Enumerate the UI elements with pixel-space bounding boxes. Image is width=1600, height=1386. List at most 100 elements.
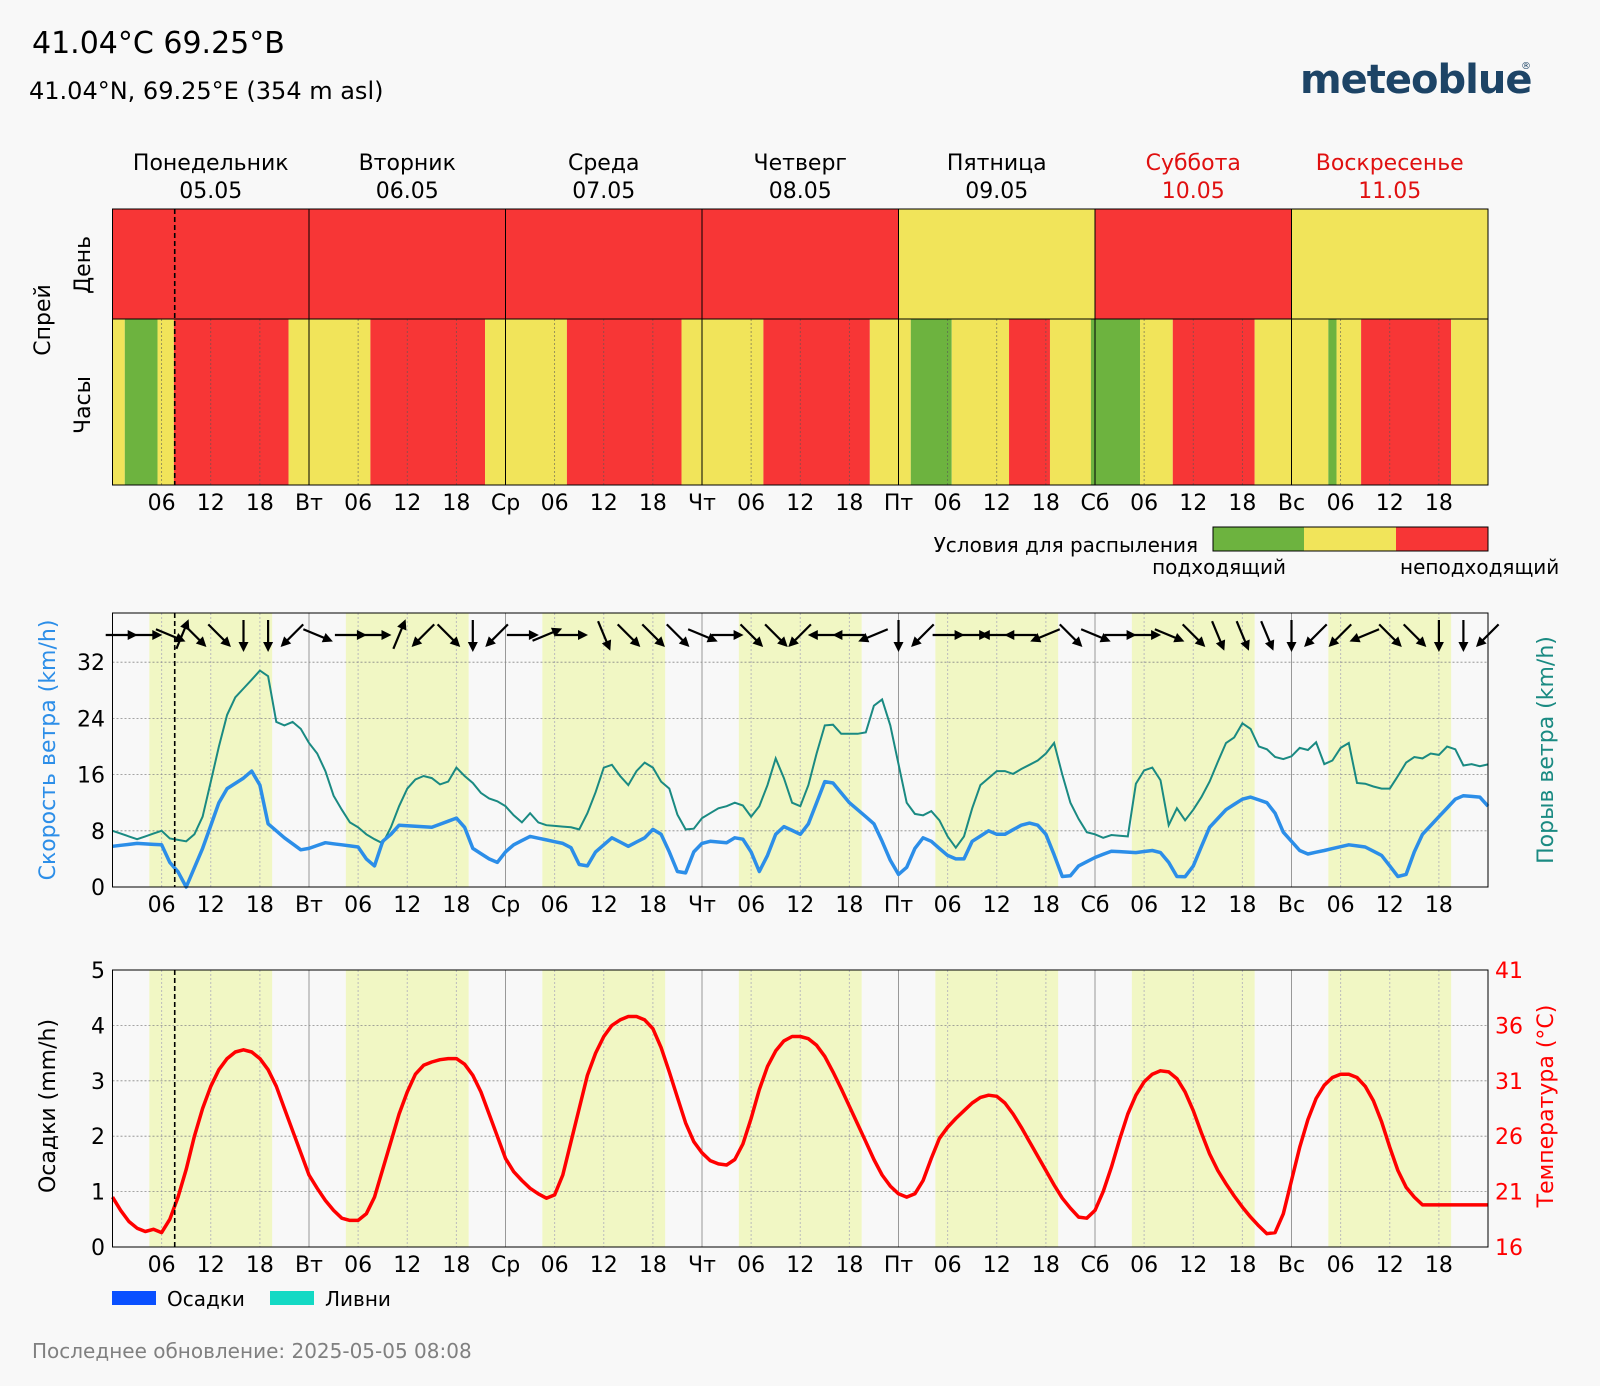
precip-legend-label: Осадки — [167, 1287, 245, 1311]
day-name: Пятница — [947, 151, 1047, 176]
wind-direction-arrow — [302, 628, 333, 643]
arrow-head — [1458, 642, 1469, 652]
daylight-band — [345, 970, 469, 1247]
x-tick-label: 12 — [197, 491, 225, 516]
wind-direction-arrow — [238, 620, 249, 652]
x-tick-label: Сб — [1081, 893, 1110, 918]
x-tick-label: 06 — [541, 893, 569, 918]
x-tick-label: 12 — [1179, 893, 1207, 918]
x-tick-label: Сб — [1081, 491, 1110, 516]
arrow-head — [893, 642, 904, 652]
spray-hour-segment — [1049, 319, 1091, 485]
spray-panel — [112, 208, 1489, 486]
x-tick-label: 18 — [1032, 1253, 1060, 1278]
last-updated: Последнее обновление: 2025-05-05 08:08 — [32, 1339, 472, 1363]
x-tick-label: 18 — [835, 893, 863, 918]
spray-hour-segment — [1090, 319, 1141, 485]
x-tick-label: 06 — [148, 491, 176, 516]
x-tick-label: 12 — [1376, 893, 1404, 918]
x-tick-label: 06 — [1327, 1253, 1355, 1278]
spray-hour-segment — [763, 319, 870, 485]
wind-direction-arrow — [1286, 620, 1297, 652]
x-tick-label: 06 — [541, 491, 569, 516]
y-tick-label: 3 — [91, 1070, 105, 1095]
x-tick-label: 12 — [983, 1253, 1011, 1278]
x-tick-label: 12 — [1376, 1253, 1404, 1278]
daylight-band — [738, 970, 862, 1247]
spray-hour-segment — [1328, 319, 1337, 485]
arrow-head — [1391, 636, 1402, 648]
x-tick-label: 06 — [148, 893, 176, 918]
spray-hour-segment — [1172, 319, 1255, 485]
x-tick-label: 18 — [835, 1253, 863, 1278]
arrow-head — [601, 639, 612, 651]
x-tick-label: 18 — [639, 893, 667, 918]
day-name: Среда — [568, 151, 640, 176]
x-tick-label: Сб — [1081, 1253, 1110, 1278]
x-tick-label: 06 — [1130, 1253, 1158, 1278]
wind-direction-arrow — [556, 630, 588, 640]
arrow-head — [807, 630, 818, 640]
precip-frame — [112, 969, 1489, 1248]
wind-direction-arrow — [858, 628, 889, 643]
wind-direction-arrow — [1433, 620, 1444, 652]
x-tick-label: 12 — [590, 1253, 618, 1278]
arrow-head — [1151, 630, 1162, 640]
x-tick-label: Вс — [1278, 893, 1305, 918]
y-tick-label: 1 — [91, 1181, 105, 1206]
spray-legend-bad — [1396, 527, 1488, 551]
x-tick-label: 06 — [344, 491, 372, 516]
x-tick-label: 18 — [246, 1253, 274, 1278]
y-tick-label: 2 — [91, 1125, 105, 1150]
x-tick-label: 06 — [737, 893, 765, 918]
spray-hour-segment — [1361, 319, 1452, 485]
x-tick-label: Вт — [295, 1253, 323, 1278]
x-tick-label: 18 — [1228, 1253, 1256, 1278]
arrow-head — [832, 630, 843, 640]
arrow-head — [1286, 642, 1297, 652]
day-date: 07.05 — [572, 179, 635, 204]
day-name: Суббота — [1146, 151, 1241, 176]
wind-direction-arrow — [1129, 630, 1162, 640]
spray-hour-segment — [157, 319, 174, 485]
wind-direction-arrow — [616, 623, 641, 648]
arrow-head — [629, 636, 641, 648]
x-tick-label: 12 — [590, 491, 618, 516]
arrow-head — [1475, 636, 1487, 648]
spray-day-cell — [1095, 209, 1292, 319]
x-tick-label: 06 — [934, 893, 962, 918]
y-tick-label: 4 — [91, 1014, 105, 1039]
spray-x-axis: 06 12 18 Вт 06 12 18 Ср 06 12 18 Чт 06 12 18 Пт 06 12 18 Сб… — [148, 491, 1453, 516]
arrow-head — [263, 642, 274, 652]
spray-hour-segment — [288, 319, 371, 485]
wind-direction-arrow — [1378, 623, 1402, 648]
wind-direction-arrow — [1235, 620, 1250, 651]
x-tick-label: Пт — [884, 1253, 914, 1278]
day-name: Понедельник — [133, 151, 289, 176]
day-date: 11.05 — [1358, 179, 1421, 204]
spray-day-cell — [309, 209, 506, 319]
arrow-head — [1173, 633, 1185, 643]
spray-day-cell — [898, 209, 1095, 319]
spray-hour-segment — [1451, 319, 1488, 485]
day-date: 08.05 — [769, 179, 832, 204]
spray-hour-segment — [1009, 319, 1050, 485]
spray-day-cell — [112, 209, 309, 319]
page-title: 41.04°C 69.25°B — [32, 26, 285, 61]
x-tick-label: Чт — [688, 1253, 716, 1278]
spray-group-label: Спрей — [31, 284, 56, 356]
temp-tick-label: 36 — [1495, 1014, 1523, 1039]
x-tick-label: 06 — [541, 1253, 569, 1278]
spray-hour-segment — [910, 319, 952, 485]
wind-direction-arrow — [1030, 628, 1061, 643]
x-tick-label: 12 — [393, 1253, 421, 1278]
wind-direction-arrow — [911, 623, 935, 648]
y-tick-label: 32 — [77, 651, 105, 676]
wind-frame — [112, 612, 1489, 888]
spray-day-row-label: День — [71, 236, 96, 294]
spray-legend-good — [1213, 527, 1304, 551]
daylight-band — [149, 970, 273, 1247]
wind-speed-axis-label: Скорость ветра (km/h) — [36, 620, 61, 881]
temp-tick-label: 26 — [1495, 1125, 1523, 1150]
